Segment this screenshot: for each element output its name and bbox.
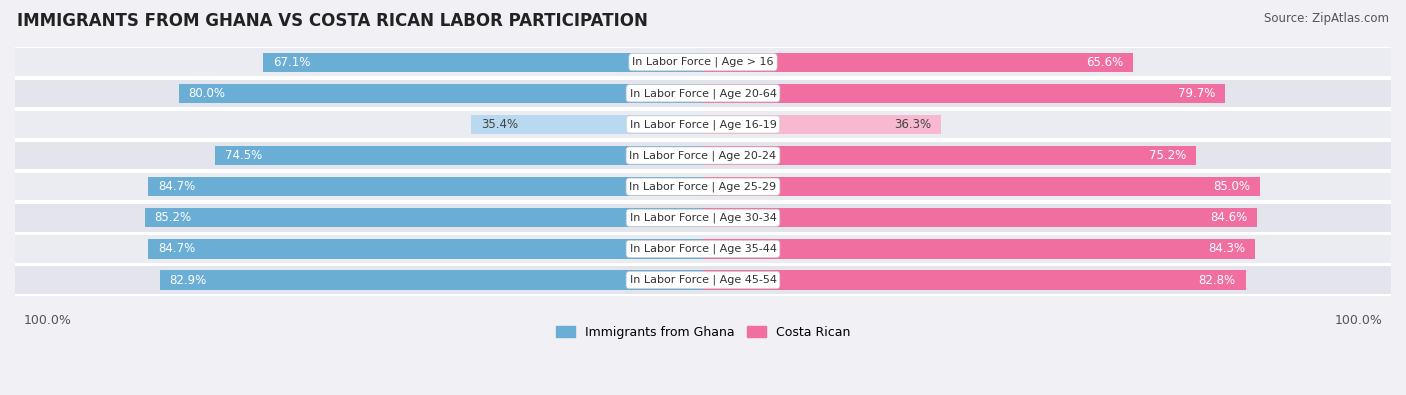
Bar — [179, 84, 703, 103]
Text: 100.0%: 100.0% — [24, 314, 72, 327]
Text: In Labor Force | Age 20-64: In Labor Force | Age 20-64 — [630, 88, 776, 98]
Bar — [148, 239, 703, 259]
Bar — [703, 146, 1195, 165]
Text: 100.0%: 100.0% — [1334, 314, 1382, 327]
Bar — [15, 173, 1391, 200]
Bar — [15, 171, 1391, 202]
Text: In Labor Force | Age > 16: In Labor Force | Age > 16 — [633, 57, 773, 68]
Text: 79.7%: 79.7% — [1178, 87, 1215, 100]
Bar — [160, 271, 703, 290]
Text: IMMIGRANTS FROM GHANA VS COSTA RICAN LABOR PARTICIPATION: IMMIGRANTS FROM GHANA VS COSTA RICAN LAB… — [17, 12, 648, 30]
Text: 36.3%: 36.3% — [894, 118, 931, 131]
Text: 84.6%: 84.6% — [1211, 211, 1247, 224]
Text: In Labor Force | Age 16-19: In Labor Force | Age 16-19 — [630, 119, 776, 130]
Text: 75.2%: 75.2% — [1149, 149, 1185, 162]
Bar — [15, 265, 1391, 295]
Text: 80.0%: 80.0% — [188, 87, 225, 100]
Bar — [15, 80, 1391, 107]
Bar — [15, 235, 1391, 263]
Bar — [15, 111, 1391, 138]
Text: Source: ZipAtlas.com: Source: ZipAtlas.com — [1264, 12, 1389, 25]
Text: 84.7%: 84.7% — [157, 180, 195, 193]
Text: 35.4%: 35.4% — [481, 118, 517, 131]
Legend: Immigrants from Ghana, Costa Rican: Immigrants from Ghana, Costa Rican — [551, 321, 855, 344]
Bar — [703, 208, 1257, 228]
Bar — [703, 239, 1256, 259]
Bar — [145, 208, 703, 228]
Bar — [15, 47, 1391, 78]
Bar — [703, 53, 1133, 72]
Text: 67.1%: 67.1% — [273, 56, 311, 69]
Bar — [15, 204, 1391, 231]
Bar — [215, 146, 703, 165]
Bar — [15, 49, 1391, 76]
Text: In Labor Force | Age 30-34: In Labor Force | Age 30-34 — [630, 213, 776, 223]
Bar — [15, 140, 1391, 171]
Text: 74.5%: 74.5% — [225, 149, 262, 162]
Bar — [263, 53, 703, 72]
Bar — [15, 233, 1391, 265]
Text: 85.2%: 85.2% — [155, 211, 191, 224]
Text: 82.8%: 82.8% — [1198, 274, 1236, 286]
Bar — [471, 115, 703, 134]
Text: 84.3%: 84.3% — [1208, 243, 1246, 256]
Text: In Labor Force | Age 20-24: In Labor Force | Age 20-24 — [630, 150, 776, 161]
Bar — [15, 202, 1391, 233]
Bar — [15, 266, 1391, 294]
Text: In Labor Force | Age 45-54: In Labor Force | Age 45-54 — [630, 275, 776, 285]
Bar — [703, 84, 1225, 103]
Text: 85.0%: 85.0% — [1213, 180, 1250, 193]
Text: In Labor Force | Age 35-44: In Labor Force | Age 35-44 — [630, 244, 776, 254]
Bar — [703, 115, 941, 134]
Bar — [703, 177, 1260, 196]
Text: 84.7%: 84.7% — [157, 243, 195, 256]
Text: 82.9%: 82.9% — [170, 274, 207, 286]
Bar — [15, 78, 1391, 109]
Text: 65.6%: 65.6% — [1085, 56, 1123, 69]
Bar — [15, 142, 1391, 169]
Text: In Labor Force | Age 25-29: In Labor Force | Age 25-29 — [630, 181, 776, 192]
Bar — [703, 271, 1246, 290]
Bar — [15, 109, 1391, 140]
Bar — [148, 177, 703, 196]
